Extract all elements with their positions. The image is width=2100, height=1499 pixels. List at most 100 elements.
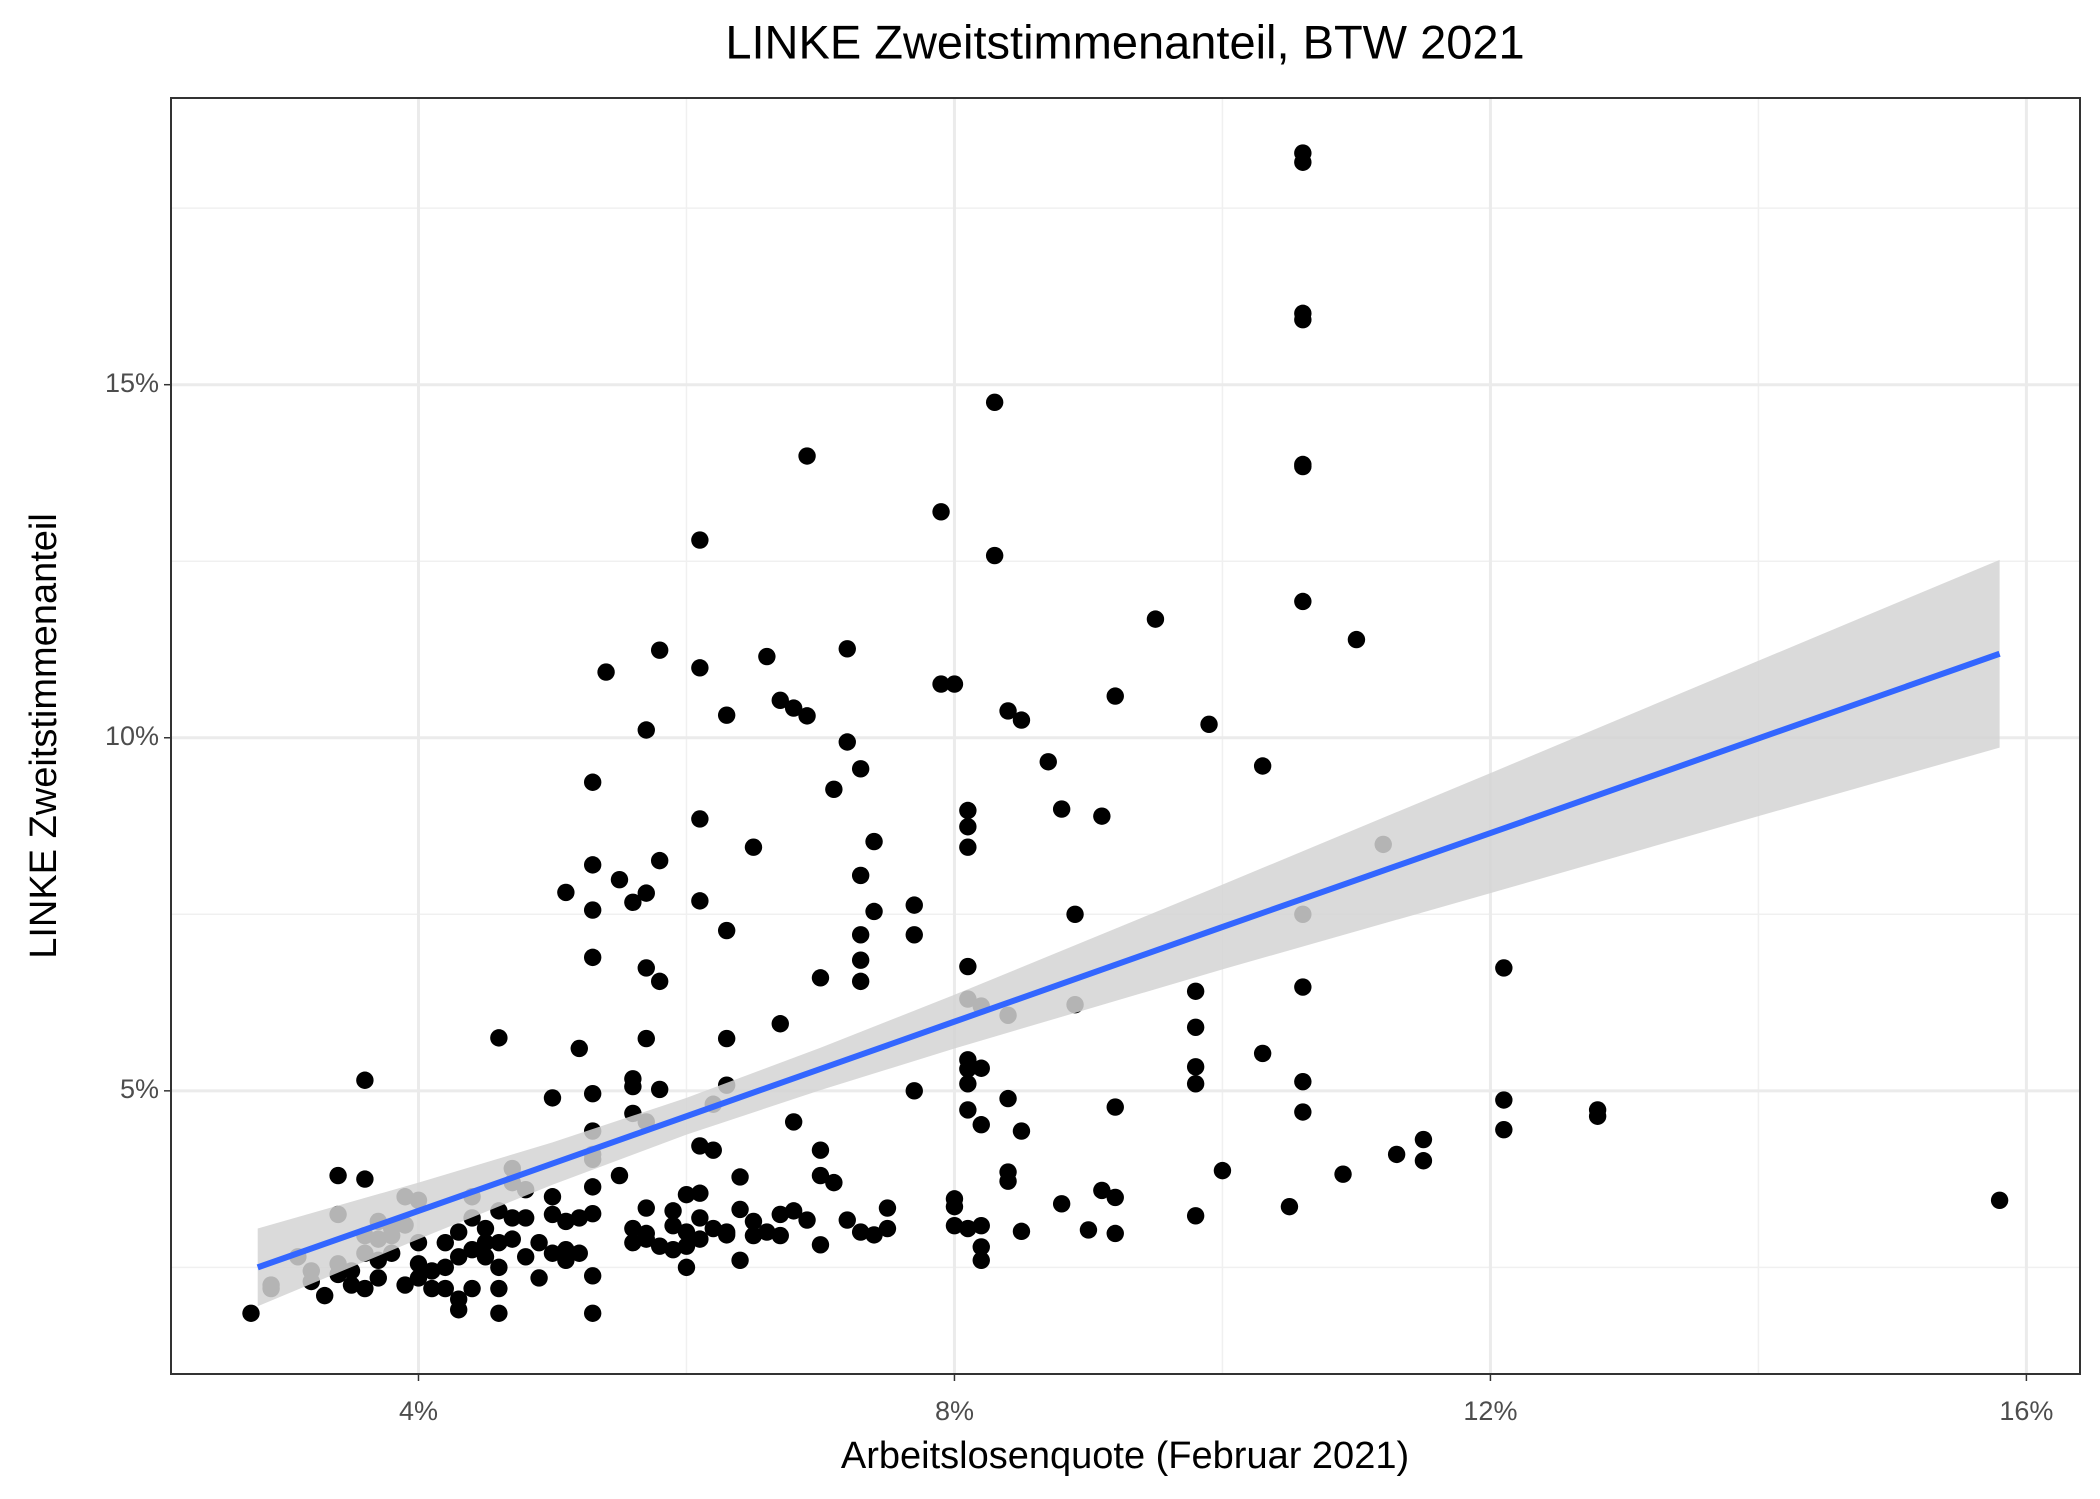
point	[610, 871, 629, 889]
point	[959, 801, 977, 820]
point	[851, 951, 870, 969]
point	[530, 1269, 548, 1287]
point	[731, 1200, 749, 1219]
point	[637, 1230, 655, 1248]
point	[798, 447, 816, 465]
point	[624, 1077, 642, 1096]
point	[851, 972, 870, 991]
point	[972, 1217, 990, 1235]
point	[691, 1184, 709, 1202]
point	[1495, 1120, 1513, 1139]
point	[637, 884, 655, 902]
point	[543, 1188, 562, 1206]
point	[731, 1168, 749, 1186]
point	[677, 1185, 696, 1204]
point	[409, 1255, 428, 1273]
point	[798, 1211, 816, 1229]
point	[356, 1279, 374, 1298]
point	[1186, 982, 1205, 1000]
point	[771, 1205, 789, 1224]
regression-line	[256, 650, 2001, 1271]
point	[1052, 800, 1071, 818]
point	[543, 1244, 562, 1262]
point	[999, 1172, 1017, 1190]
point	[691, 531, 709, 549]
point	[905, 896, 923, 914]
point	[624, 893, 642, 911]
point	[771, 1015, 789, 1033]
point	[784, 699, 803, 717]
point	[771, 1226, 789, 1245]
point	[811, 969, 830, 987]
point	[972, 1238, 990, 1256]
point	[1106, 687, 1124, 705]
point	[878, 1199, 897, 1217]
point	[342, 1276, 361, 1294]
point	[1990, 1191, 2009, 1209]
point	[784, 1113, 803, 1131]
point	[490, 1304, 508, 1322]
point	[945, 1197, 964, 1216]
point	[865, 1226, 883, 1244]
point	[1039, 753, 1057, 771]
y-tick-label: 15%	[105, 368, 159, 398]
point	[744, 1226, 763, 1245]
point	[449, 1248, 468, 1266]
point	[409, 1269, 428, 1287]
point	[851, 926, 870, 944]
point	[1294, 592, 1312, 611]
point	[490, 1029, 508, 1047]
point	[1200, 715, 1218, 734]
point	[838, 1211, 856, 1229]
point	[959, 1060, 977, 1078]
point	[717, 1029, 736, 1048]
point	[624, 1219, 642, 1238]
point	[583, 948, 602, 967]
confidence-band	[257, 559, 2000, 1307]
point	[1012, 1222, 1031, 1241]
point	[784, 1202, 803, 1220]
point	[503, 1209, 521, 1227]
point	[1495, 1091, 1513, 1109]
point	[851, 1223, 870, 1241]
point	[463, 1241, 481, 1259]
point	[704, 1219, 722, 1238]
point	[1146, 610, 1165, 628]
point	[650, 641, 669, 659]
point	[490, 1258, 508, 1277]
point	[865, 832, 883, 851]
point	[1280, 1197, 1299, 1216]
panel-border	[170, 97, 2081, 1375]
point	[959, 1101, 977, 1119]
point	[583, 1304, 602, 1322]
point	[851, 760, 870, 778]
point	[959, 1219, 977, 1238]
point	[637, 721, 655, 739]
point	[1495, 959, 1513, 977]
point	[691, 659, 709, 677]
point	[490, 1279, 508, 1298]
y-tick-label: 5%	[120, 1074, 159, 1104]
point	[664, 1217, 682, 1235]
point	[691, 1230, 709, 1248]
point	[1093, 807, 1111, 825]
point	[1106, 1188, 1124, 1207]
point	[583, 1205, 602, 1223]
point	[329, 1166, 347, 1185]
point	[650, 972, 669, 991]
point	[1294, 153, 1312, 171]
point	[811, 1236, 830, 1254]
point	[1294, 1072, 1312, 1091]
x-tick-label: 16%	[1999, 1396, 2053, 1426]
point	[677, 1223, 696, 1241]
x-axis-label: Arbeitslosenquote (Februar 2021)	[841, 1435, 1409, 1477]
point	[691, 892, 709, 910]
point	[637, 1029, 655, 1048]
point	[1012, 711, 1031, 729]
point	[1186, 1058, 1205, 1076]
point	[423, 1262, 441, 1280]
point	[825, 1173, 843, 1192]
point	[1253, 1044, 1272, 1063]
point	[1093, 1181, 1111, 1200]
point	[972, 1059, 990, 1077]
